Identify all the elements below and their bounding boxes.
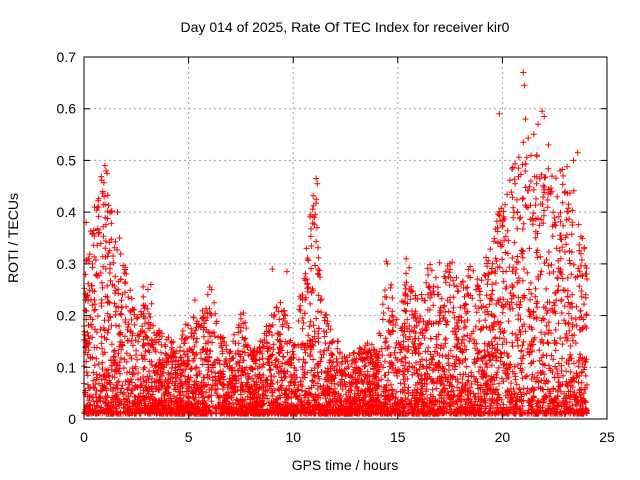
- y-tick-label: 0.6: [57, 101, 77, 117]
- x-tick-label: 5: [185, 429, 193, 445]
- x-tick-labels: 0 5 10 15 20 25: [80, 429, 615, 445]
- roti-markers: [81, 69, 590, 417]
- y-tick-label: 0.2: [57, 308, 77, 324]
- x-tick-label: 25: [599, 429, 615, 445]
- x-tick-label: 10: [285, 429, 301, 445]
- y-tick-label: 0.5: [57, 152, 77, 168]
- chart-title: Day 014 of 2025, Rate Of TEC Index for r…: [181, 19, 510, 35]
- x-tick-label: 15: [390, 429, 406, 445]
- plot-frame: [83, 56, 608, 420]
- y-tick-label: 0.4: [57, 204, 77, 220]
- axis-ticks: [83, 56, 608, 420]
- y-tick-label: 0: [68, 411, 76, 427]
- x-tick-label: 20: [495, 429, 511, 445]
- y-tick-label: 0.7: [57, 49, 77, 65]
- data-points: [81, 69, 590, 417]
- y-tick-label: 0.3: [57, 256, 77, 272]
- x-tick-label: 0: [80, 429, 88, 445]
- y-axis-label: ROTI / TECUs: [5, 193, 21, 283]
- y-tick-labels: 0 0.1 0.2 0.3 0.4 0.5 0.6 0.7: [57, 49, 77, 427]
- y-tick-label: 0.1: [57, 359, 77, 375]
- x-axis-label: GPS time / hours: [292, 457, 399, 473]
